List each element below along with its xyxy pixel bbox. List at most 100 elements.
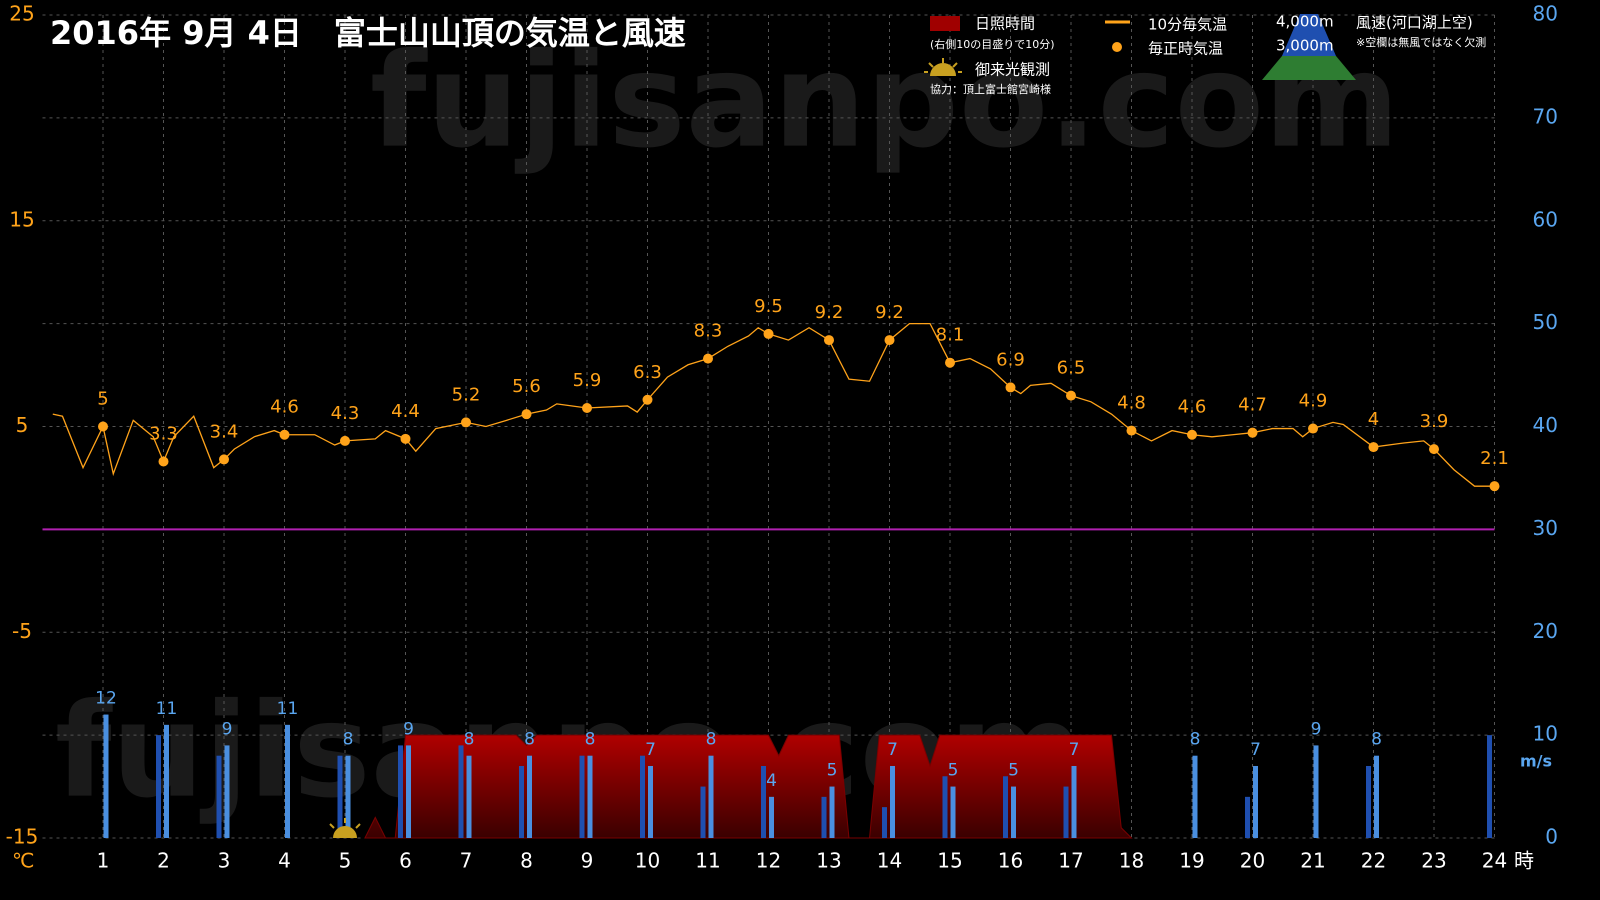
x-tick-label: 18 xyxy=(1119,849,1144,873)
wind-bar xyxy=(285,724,290,838)
x-tick-label: 12 xyxy=(756,849,781,873)
wind-bar xyxy=(406,745,411,838)
y-tick-label: 5 xyxy=(16,413,29,437)
hourly-point xyxy=(1066,390,1076,401)
wind-bar xyxy=(950,786,956,838)
y2-tick-label: 0 xyxy=(1545,825,1558,849)
data-label: 4.6 xyxy=(1178,397,1207,418)
x-tick-label: 20 xyxy=(1240,849,1265,873)
hourly-point xyxy=(1005,382,1016,393)
chart: fujisanpo.com fujisanpo.com 010203040506… xyxy=(5,1,1558,873)
wind-bar xyxy=(519,765,524,838)
credit: 協力：頂上富士館宮崎様 xyxy=(930,82,1051,96)
wind-bar xyxy=(1245,796,1250,838)
x-tick-label: 15 xyxy=(937,849,962,873)
wind-bar xyxy=(1003,776,1008,838)
hourly-point xyxy=(400,433,411,444)
wind-bar xyxy=(708,755,714,838)
legend-title: 風速(河口湖上空) xyxy=(1356,14,1473,32)
wind-bar xyxy=(640,755,645,838)
x-tick-label: 22 xyxy=(1361,849,1386,873)
data-label: 4.9 xyxy=(1299,391,1328,412)
wind-bar xyxy=(700,786,706,838)
x-tick-label: 21 xyxy=(1300,849,1325,873)
data-label: 9 xyxy=(1311,719,1322,739)
data-label: 6.9 xyxy=(996,349,1025,370)
wind-bar xyxy=(466,755,472,838)
legend-mountain xyxy=(1262,14,1356,80)
wind-bar xyxy=(882,807,887,838)
data-label: 4.7 xyxy=(1238,395,1267,416)
hourly-point xyxy=(279,429,290,440)
hourly-point xyxy=(1247,427,1258,438)
y-tick-label: 25 xyxy=(9,2,34,26)
chart-title: 2016年 9月 4日 富士山山頂の気温と風速 xyxy=(50,14,686,52)
legend-note: ※空欄は無風ではなく欠測 xyxy=(1356,35,1486,49)
data-label: 5 xyxy=(1008,761,1019,781)
data-label: 4 xyxy=(1368,409,1379,430)
legend-swatch xyxy=(1112,42,1122,52)
data-label: 5 xyxy=(827,761,838,781)
data-label: 3.3 xyxy=(149,423,178,444)
x-tick-label: 11 xyxy=(695,849,720,873)
hourly-point xyxy=(763,328,774,339)
wind-bar xyxy=(337,755,343,838)
wind-bar xyxy=(769,796,774,838)
data-label: 4.3 xyxy=(331,403,360,424)
data-label: 2.1 xyxy=(1480,448,1509,469)
hourly-point xyxy=(824,335,834,346)
legend-swatch xyxy=(930,16,960,31)
y-tick-label: -5 xyxy=(12,619,32,643)
data-label: 8 xyxy=(464,730,475,750)
x-tick-label: 7 xyxy=(460,849,473,873)
hourly-point xyxy=(219,454,229,465)
wind-bar xyxy=(527,755,532,838)
sunshine-area xyxy=(364,734,1133,839)
hourly-point xyxy=(582,402,592,413)
wind-bar xyxy=(1192,755,1198,838)
hourly-point xyxy=(703,353,713,364)
data-label: 5 xyxy=(948,761,959,781)
data-label: 8 xyxy=(343,730,354,750)
y-tick-label: -15 xyxy=(6,825,39,849)
y2-tick-label: 70 xyxy=(1533,104,1558,128)
data-label: 9 xyxy=(403,719,414,739)
legend-note: (右側10の目盛りで10分) xyxy=(930,37,1055,51)
wind-bar xyxy=(1487,735,1492,838)
sunrise-sun xyxy=(333,826,357,838)
hourly-point xyxy=(642,394,653,405)
wind-bar xyxy=(458,745,464,838)
wind-bar xyxy=(761,765,766,838)
wind-bar xyxy=(648,765,653,838)
x-tick-label: 2 xyxy=(157,849,170,873)
y2-tick-label: 30 xyxy=(1533,516,1558,540)
y-tick-label: 15 xyxy=(9,207,34,231)
wind-bar xyxy=(216,755,222,838)
x-tick-label: 19 xyxy=(1179,849,1204,873)
hourly-point xyxy=(1187,429,1197,440)
x-tick-label: 9 xyxy=(581,849,594,873)
hourly-point xyxy=(1308,423,1318,434)
wind-bar xyxy=(345,755,351,838)
data-label: 8 xyxy=(1371,730,1382,750)
x-tick-label: 6 xyxy=(399,849,412,873)
data-label: 6.3 xyxy=(633,362,662,383)
data-label: 9.5 xyxy=(754,296,783,317)
y2-tick-label: 20 xyxy=(1533,619,1558,643)
legend-label: 日照時間 xyxy=(975,15,1035,33)
x-tick-label: 1 xyxy=(97,849,110,873)
legend-label: 10分毎気温 xyxy=(1148,16,1227,34)
hourly-point xyxy=(945,357,955,368)
y2-axis-label: m/s xyxy=(1520,752,1552,771)
y2-tick-label: 10 xyxy=(1533,722,1558,746)
y2-tick-label: 80 xyxy=(1533,2,1558,26)
x-tick-label: 10 xyxy=(635,849,660,873)
wind-bar xyxy=(829,786,835,838)
wind-bar xyxy=(224,745,230,838)
data-label: 7 xyxy=(887,740,898,760)
data-label: 11 xyxy=(277,699,299,719)
data-label: 9.2 xyxy=(875,302,904,323)
y-axis-label: ℃ xyxy=(12,849,34,873)
